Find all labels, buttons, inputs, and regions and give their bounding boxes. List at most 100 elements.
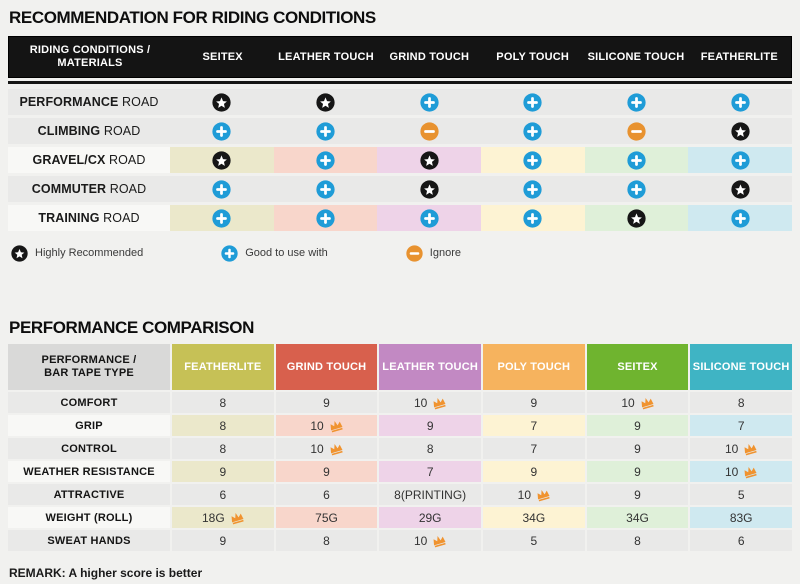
rating-cell-highly [170,89,274,115]
score-value: 5 [737,487,745,502]
rating-cell-good [273,205,378,231]
score-cell: 83G [690,507,792,528]
rating-cell-good [688,147,792,173]
plus-icon [420,92,439,112]
score-cell: 9 [482,392,585,413]
riding-table-row: TRAINING ROAD [8,205,792,231]
remark-note: REMARK: A higher score is better [9,566,203,580]
plus-icon [523,150,542,170]
riding-column-header: POLY TOUCH [496,50,570,63]
score-cell: 18G [172,507,274,528]
star-icon [11,244,28,262]
score-value: 9 [634,464,641,479]
score-cell: 6 [690,530,792,551]
score-value: 6 [323,487,330,502]
score-value: 34G [626,510,649,525]
legend-label: Highly Recommended [35,247,144,259]
score-cell: 9 [379,415,481,436]
plus-icon [316,208,335,228]
crown-icon [535,487,552,502]
rating-cell-good [584,176,689,202]
plus-icon [627,150,646,170]
score-cell: 10 [586,392,689,413]
score-cell: 7 [482,438,585,459]
plus-icon [316,150,335,170]
score-cell: 9 [172,530,274,551]
score-cell: 10 [275,438,378,459]
score-value: 8 [737,395,745,410]
score-value: 9 [323,464,330,479]
plus-icon [212,121,231,141]
score-cell: 9 [275,392,378,413]
crown-icon [431,395,448,410]
score-cell: 9 [275,461,378,482]
riding-table-row: CLIMBING ROAD [8,118,792,144]
rating-cell-ignore [377,118,481,144]
star-icon [212,92,231,112]
plus-icon [212,208,231,228]
riding-column-header: FEATHERLITE [700,50,778,63]
score-value: 8 [323,533,330,548]
riding-column-header: GRIND TOUCH [389,50,470,63]
score-cell: 10 [379,530,481,551]
crown-icon [327,418,344,433]
score-cell: 10 [690,438,792,459]
star-icon [420,179,439,199]
performance-row-label: ATTRACTIVE [8,484,170,505]
riding-table-corner-header: RIDING CONDITIONS / MATERIALS [29,44,151,69]
score-value: 10 [621,395,635,410]
score-value: 5 [530,533,538,548]
rating-cell-highly [377,147,481,173]
score-value: 8 [219,441,227,456]
bar-tape-column-header: FEATHERLITE [172,344,274,390]
performance-row-label: CONTROL [8,438,170,459]
score-cell: 34G [482,507,585,528]
performance-table-corner-header: PERFORMANCE / BAR TAPE TYPE [8,344,170,390]
score-value: 7 [530,441,538,456]
score-value: 9 [634,487,641,502]
score-cell: 9 [586,415,689,436]
minus-icon [420,121,439,141]
score-cell: 10 [379,392,481,413]
score-value: 9 [323,395,330,410]
performance-table-row: WEATHER RESISTANCE 9 9 7 9 9 10 [8,461,792,482]
star-icon [731,121,750,141]
crown-icon [742,441,759,456]
score-value: 10 [413,533,428,548]
score-value: 10 [310,418,324,433]
performance-table-row: COMFORT 8 9 10 9 10 8 [8,392,792,413]
score-value: 18G [201,510,225,525]
performance-table-header: PERFORMANCE / BAR TAPE TYPE FEATHERLITE G… [8,344,792,390]
score-cell: 8 [379,438,481,459]
crown-icon [327,441,344,456]
bar-tape-column-header: SILICONE TOUCH [690,344,792,390]
performance-table-row: ATTRACTIVE 6 6 8 (PRINTING) 10 9 5 [8,484,792,505]
star-icon [316,92,335,112]
rating-cell-highly [377,176,481,202]
score-value: 34G [522,510,546,525]
score-value: 9 [426,418,434,433]
riding-row-label: GRAVEL/CX ROAD [8,147,170,173]
crown-icon [228,510,245,525]
score-value: 8 [634,533,641,548]
riding-row-label: TRAINING ROAD [8,205,170,231]
score-value: 9 [219,464,227,479]
riding-conditions-title: RECOMMENDATION FOR RIDING CONDITIONS [9,8,376,27]
riding-column-header: SEITEX [202,50,243,63]
crown-icon [431,533,448,548]
riding-table-header: RIDING CONDITIONS / MATERIALS SEITEX LEAT… [8,36,792,78]
score-cell: 9 [482,461,585,482]
riding-table-row: PERFORMANCE ROAD [8,89,792,115]
score-value: 8 [219,395,227,410]
score-cell: 8 [586,530,689,551]
score-value: 10 [310,441,324,456]
performance-row-label: COMFORT [8,392,170,413]
minus-icon [406,244,423,262]
score-cell: 7 [690,415,792,436]
riding-conditions-table: RIDING CONDITIONS / MATERIALS SEITEX LEAT… [8,36,792,231]
score-cell: 7 [379,461,481,482]
score-cell: 8 (PRINTING) [379,484,481,505]
score-cell: 9 [586,438,689,459]
score-cell: 5 [690,484,792,505]
